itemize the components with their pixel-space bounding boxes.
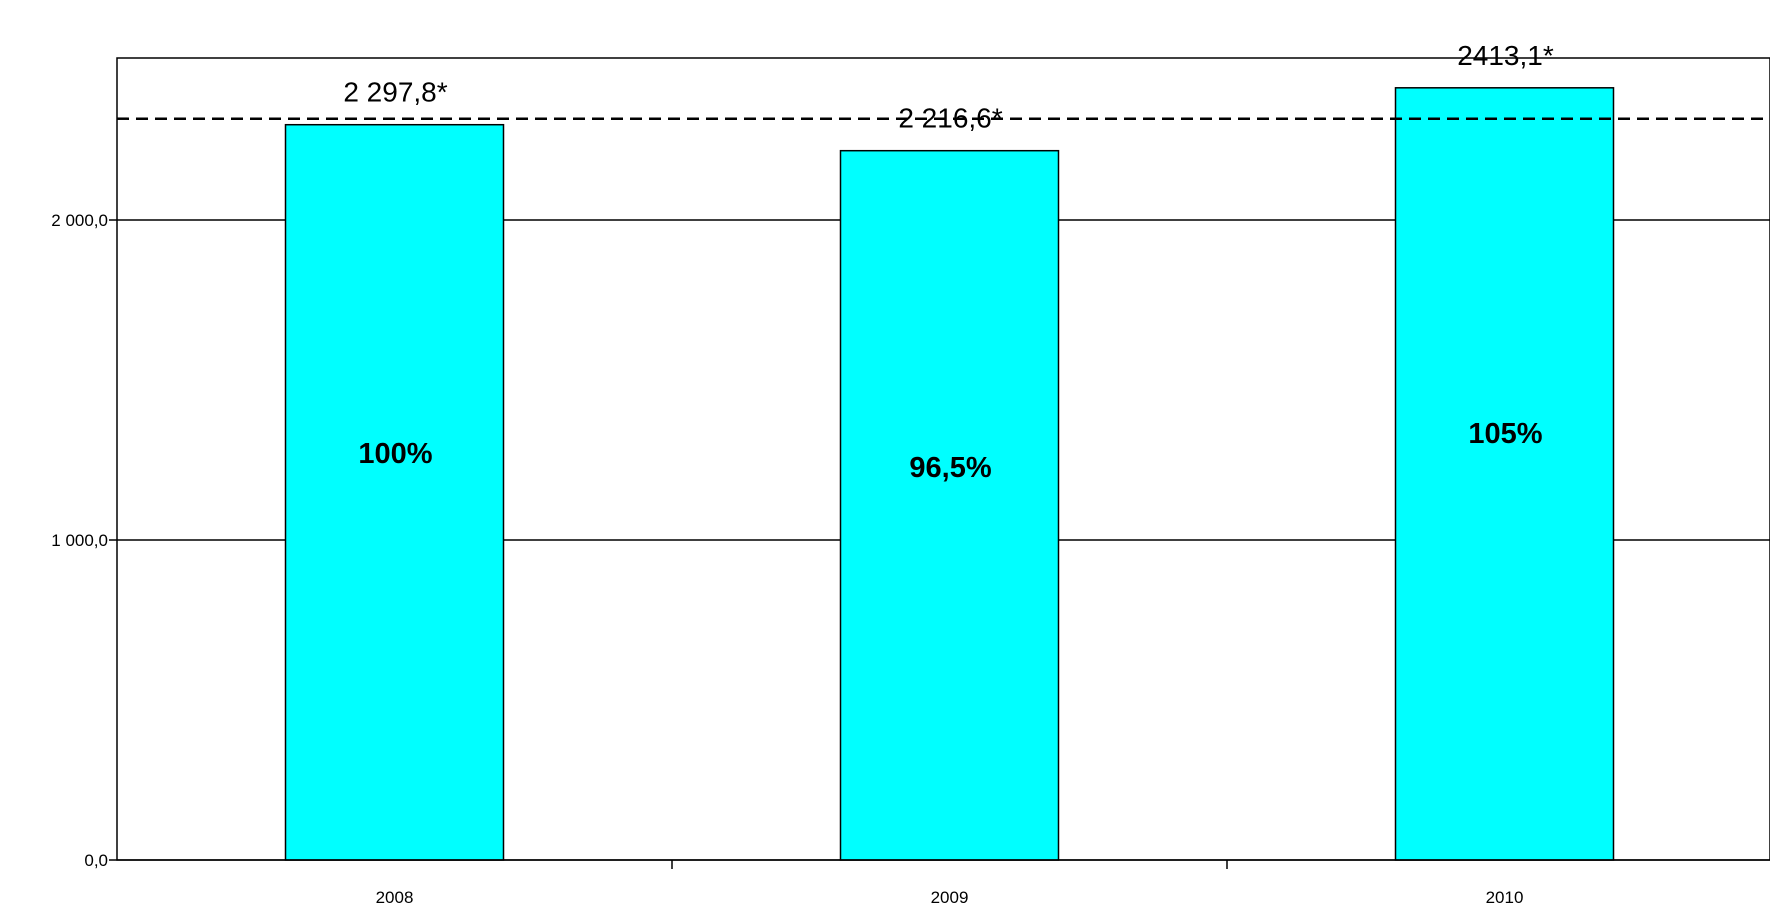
bar-value-label: 2 216,6* [898, 103, 1002, 134]
y-tick-label: 1 000,0 [51, 531, 108, 550]
bar-value-label: 2 297,8* [343, 77, 447, 108]
bar-percent-label: 96,5% [909, 452, 991, 484]
bars [284, 87, 1615, 861]
bar [1394, 87, 1615, 861]
y-tick-label: 0,0 [84, 851, 108, 870]
bar-percent-label: 100% [358, 438, 432, 470]
bar [284, 123, 505, 861]
bar-value-label: 2413,1* [1457, 40, 1554, 71]
x-tick-label: 2008 [376, 888, 414, 907]
y-tick-label: 2 000,0 [51, 211, 108, 230]
x-tick-label: 2010 [1486, 888, 1524, 907]
axes [109, 219, 1770, 869]
bar [839, 149, 1060, 861]
bar-percent-label: 105% [1468, 418, 1542, 450]
x-tick-label: 2009 [931, 888, 969, 907]
labels: 0,0 1 000,0 2 000,0 2 297,8* 100% 2008 2 216,6… [51, 40, 1554, 907]
